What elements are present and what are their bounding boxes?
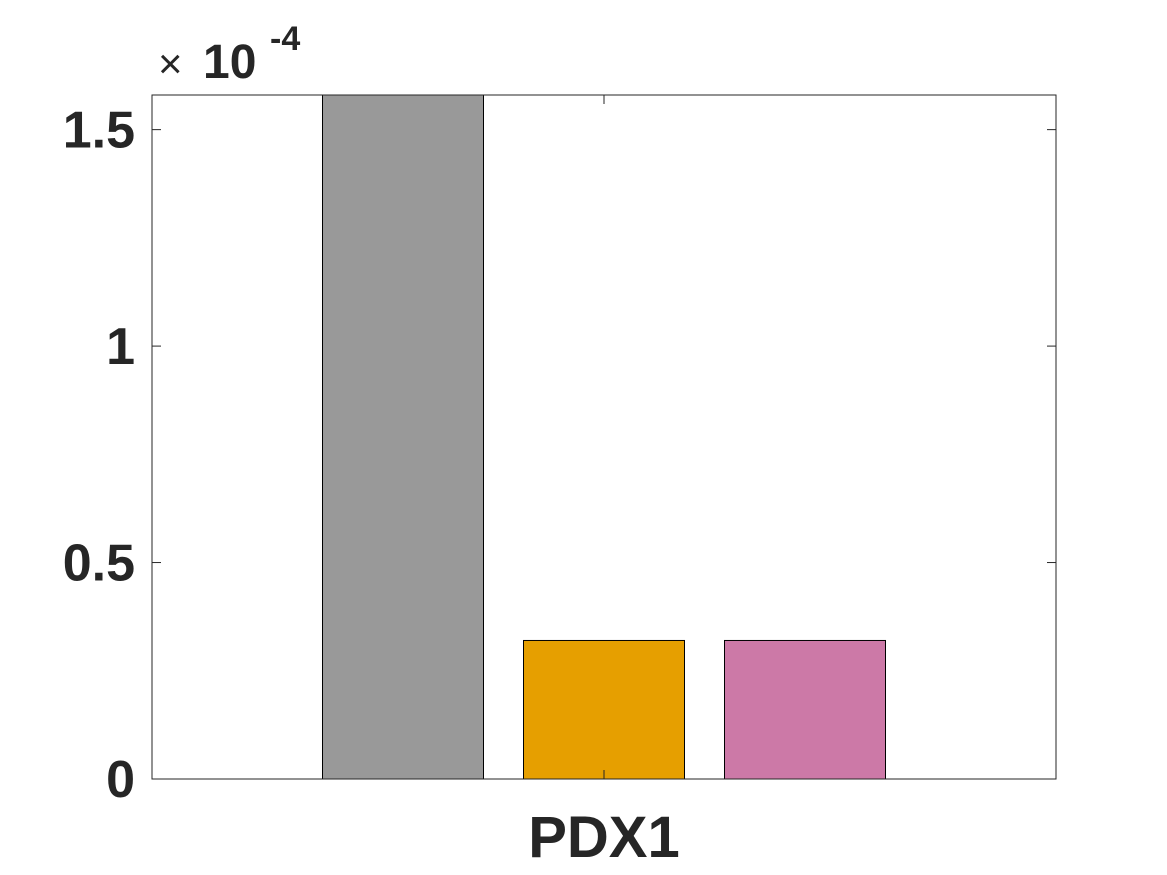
- bars-group: [322, 94, 886, 780]
- y-tick-label: 1: [106, 318, 135, 376]
- bar-series-1: [322, 94, 484, 780]
- x-tick-labels: PDX1: [528, 805, 680, 870]
- exponent-times-sign: ×: [158, 40, 183, 87]
- y-axis-exponent: × 10 -4: [158, 20, 300, 89]
- exponent-power: -4: [270, 20, 300, 58]
- y-tick-label: 0.5: [63, 535, 135, 593]
- y-tick-labels: 0 0.5 1 1.5: [63, 102, 135, 809]
- y-tick-label: 1.5: [63, 102, 135, 160]
- ticks-group: [152, 95, 1056, 780]
- bar-series-3: [724, 639, 886, 780]
- bar-series-2: [523, 639, 685, 780]
- y-tick-label: 0: [106, 751, 135, 809]
- exponent-base: 10: [203, 36, 256, 89]
- x-tick-label: PDX1: [528, 805, 680, 870]
